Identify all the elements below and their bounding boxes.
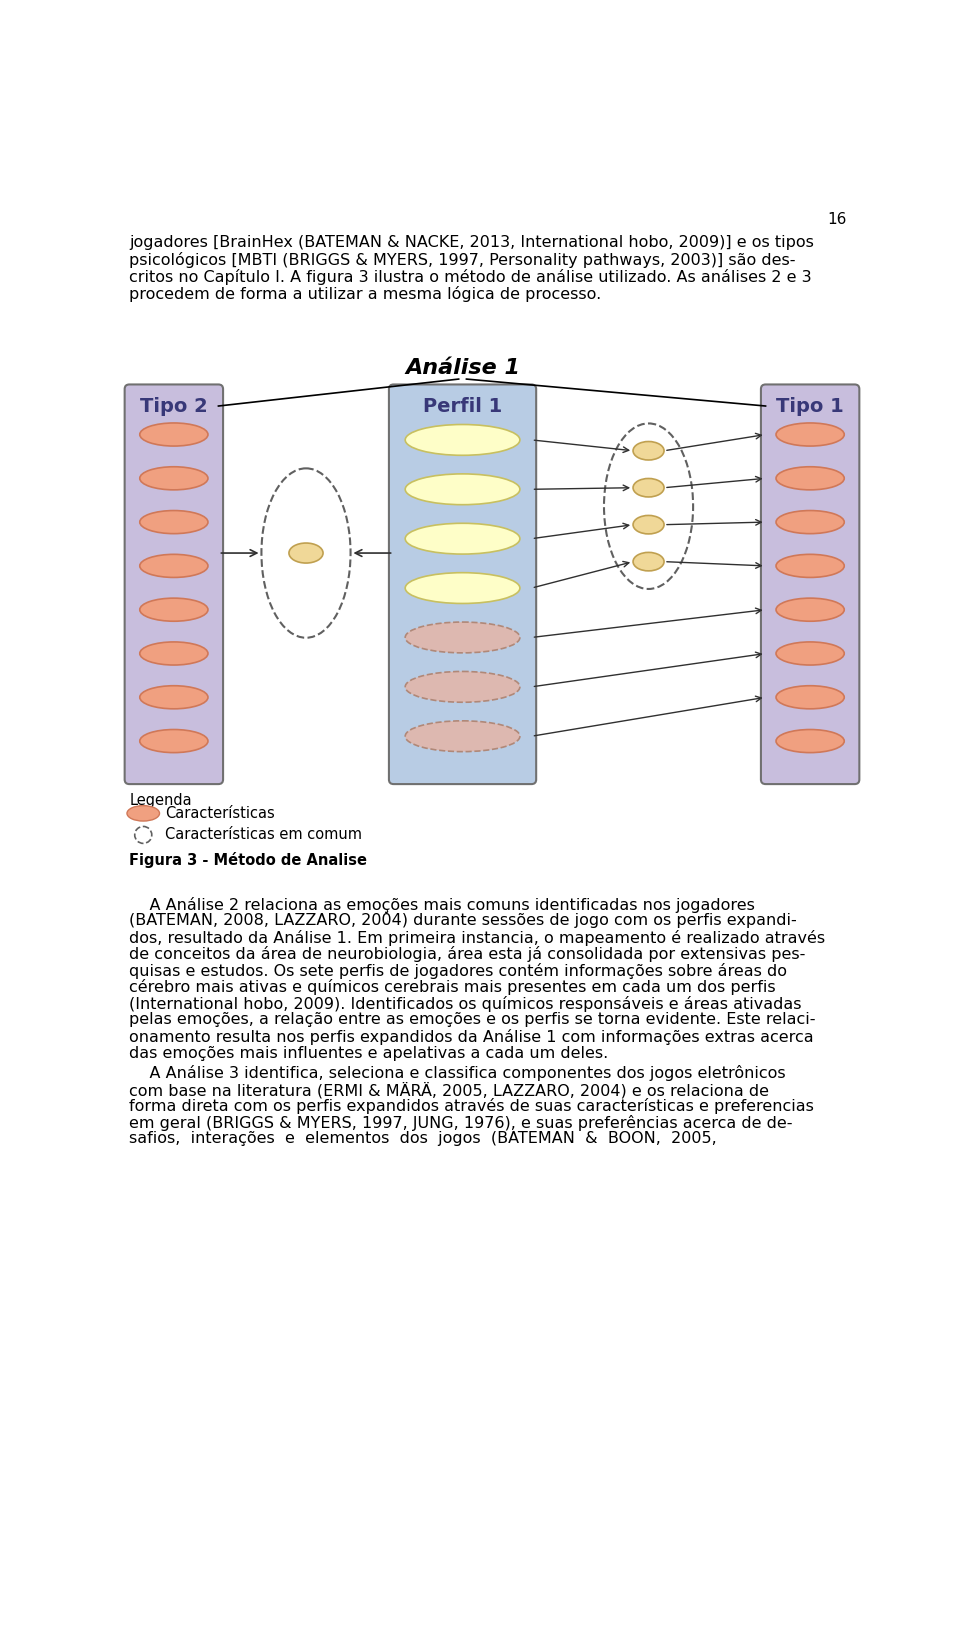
Ellipse shape [776,598,844,621]
FancyBboxPatch shape [389,385,537,784]
Text: A Análise 3 identifica, seleciona e classifica componentes dos jogos eletrônicos: A Análise 3 identifica, seleciona e clas… [130,1065,786,1081]
FancyBboxPatch shape [125,385,223,784]
Ellipse shape [140,510,208,533]
Text: quisas e estudos. Os sete perfis de jogadores contém informações sobre áreas do: quisas e estudos. Os sete perfis de joga… [130,963,787,979]
Ellipse shape [140,730,208,753]
Ellipse shape [776,423,844,446]
Text: das emoções mais influentes e apelativas a cada um deles.: das emoções mais influentes e apelativas… [130,1045,609,1060]
Text: Tipo 1: Tipo 1 [777,396,844,416]
Ellipse shape [633,515,664,533]
Ellipse shape [140,467,208,490]
Ellipse shape [289,543,324,563]
Text: dos, resultado da Análise 1. Em primeira instancia, o mapeamento é realizado atr: dos, resultado da Análise 1. Em primeira… [130,930,826,946]
Text: psicológicos [MBTI (BRIGGS & MYERS, 1997, Personality pathways, 2003)] são des-: psicológicos [MBTI (BRIGGS & MYERS, 1997… [130,253,796,267]
Text: em geral (BRIGGS & MYERS, 1997, JUNG, 1976), e suas preferências acerca de de-: em geral (BRIGGS & MYERS, 1997, JUNG, 19… [130,1114,793,1131]
Ellipse shape [140,642,208,665]
Ellipse shape [405,424,520,456]
Text: Perfil 1: Perfil 1 [423,396,502,416]
Ellipse shape [776,467,844,490]
Text: de conceitos da área de neurobiologia, área esta já consolidada por extensivas p: de conceitos da área de neurobiologia, á… [130,946,805,963]
Ellipse shape [140,685,208,708]
Ellipse shape [140,555,208,578]
Text: 16: 16 [828,211,847,226]
Ellipse shape [776,730,844,753]
Ellipse shape [776,555,844,578]
Text: (BATEMAN, 2008, LAZZARO, 2004) durante sessões de jogo com os perfis expandi-: (BATEMAN, 2008, LAZZARO, 2004) durante s… [130,913,797,928]
Ellipse shape [405,622,520,652]
Text: Características em comum: Características em comum [165,827,362,842]
Text: Figura 3 - Método de Analise: Figura 3 - Método de Analise [130,852,368,868]
Text: Análise 1: Análise 1 [405,358,520,378]
Text: cérebro mais ativas e químicos cerebrais mais presentes em cada um dos perfis: cérebro mais ativas e químicos cerebrais… [130,979,776,996]
Ellipse shape [633,441,664,461]
Ellipse shape [134,827,152,844]
Ellipse shape [140,598,208,621]
Text: (International hobo, 2009). Identificados os químicos responsáveis e áreas ativa: (International hobo, 2009). Identificado… [130,996,802,1012]
Ellipse shape [604,423,693,589]
Text: Características: Características [165,806,275,821]
Ellipse shape [633,553,664,571]
Text: procedem de forma a utilizar a mesma lógica de processo.: procedem de forma a utilizar a mesma lóg… [130,286,602,302]
Text: com base na literatura (ERMI & MÄRÄ, 2005, LAZZARO, 2004) e os relaciona de: com base na literatura (ERMI & MÄRÄ, 200… [130,1081,769,1098]
Text: safios,  interações  e  elementos  dos  jogos  (BATEMAN  &  BOON,  2005,: safios, interações e elementos dos jogos… [130,1131,717,1146]
Text: pelas emoções, a relação entre as emoções e os perfis se torna evidente. Este re: pelas emoções, a relação entre as emoçõe… [130,1012,816,1027]
FancyBboxPatch shape [761,385,859,784]
Ellipse shape [140,423,208,446]
Text: Legenda: Legenda [130,794,192,809]
Ellipse shape [405,523,520,555]
Text: forma direta com os perfis expandidos através de suas características e preferen: forma direta com os perfis expandidos at… [130,1098,814,1114]
Ellipse shape [405,721,520,751]
Ellipse shape [405,474,520,505]
Text: onamento resulta nos perfis expandidos da Análise 1 com informações extras acerc: onamento resulta nos perfis expandidos d… [130,1029,814,1045]
Ellipse shape [405,573,520,604]
Ellipse shape [261,469,350,637]
Ellipse shape [405,672,520,702]
Ellipse shape [633,479,664,497]
Text: A Análise 2 relaciona as emoções mais comuns identificadas nos jogadores: A Análise 2 relaciona as emoções mais co… [130,896,756,913]
Text: jogadores [BrainHex (BATEMAN & NACKE, 2013, International hobo, 2009)] e os tipo: jogadores [BrainHex (BATEMAN & NACKE, 20… [130,234,814,249]
Ellipse shape [776,642,844,665]
Ellipse shape [776,510,844,533]
Text: Tipo 2: Tipo 2 [140,396,207,416]
Ellipse shape [127,806,159,821]
Text: critos no Capítulo I. A figura 3 ilustra o método de análise utilizado. As análi: critos no Capítulo I. A figura 3 ilustra… [130,269,812,286]
Ellipse shape [776,685,844,708]
